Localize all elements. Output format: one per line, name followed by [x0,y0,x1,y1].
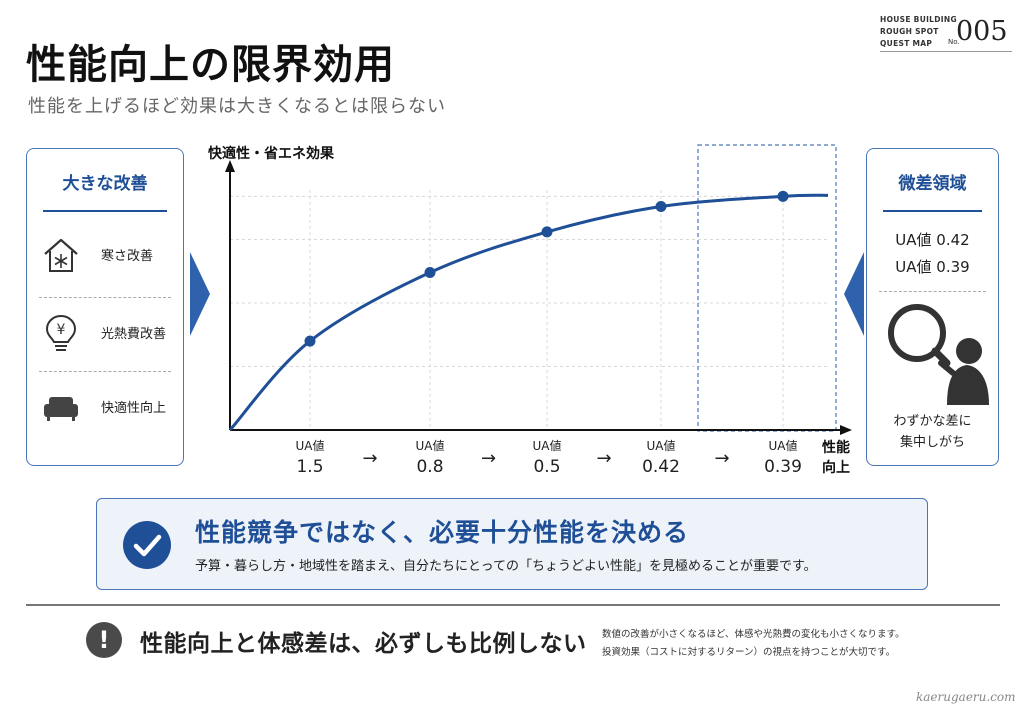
badge-line: ROUGH SPOT [880,27,939,36]
check-icon [123,521,171,569]
caption-line: わずかな差に [893,414,972,429]
x-tick-labels: UA値 1.5 → UA値 0.8 → UA値 0.5 → UA値 0.42 → UA値 0.39 [296,438,802,477]
divider [879,291,986,292]
right-arrow-icon: → [714,448,729,469]
divider [39,297,171,298]
caption-line: 集中しがち [899,435,965,450]
ua-value: UA値 0.42 [895,231,970,249]
divider [39,371,171,372]
data-point [655,200,667,212]
data-point [541,226,553,238]
conclusion-heading: 性能競争ではなく、必要十分性能を決める [195,518,690,547]
tick-prefix: UA値 [296,438,325,453]
big-improvement-panel: 大きな改善 寒さ改善 ¥ 光熱費改善 [26,148,184,466]
magnifier-person-icon [888,304,989,405]
badge-number: 005 [956,16,1008,47]
tick-prefix: UA値 [533,438,562,453]
right-arrow-icon: → [362,448,377,469]
badge-line: QUEST MAP [880,39,933,48]
list-item: 快適性向上 [39,381,175,431]
tick-prefix: UA値 [647,438,676,453]
badge-text: HOUSE BUILDING ROUGH SPOT QUEST MAP [880,14,957,50]
tick-label: 0.8 [416,457,443,477]
page-subtitle: 性能を上げるほど効果は大きくなるとは限らない [28,96,446,117]
panel-heading: 微差領域 [898,174,967,194]
data-point [304,335,316,347]
conclusion-text: 予算・暮らし方・地域性を踏まえ、自分たちにとっての「ちょうどよい性能」を見極める… [195,559,817,574]
x-axis-label: 性能向上 [822,439,850,476]
series-badge: HOUSE BUILDING ROUGH SPOT QUEST MAP No. … [880,12,1012,52]
bottom-note: 投資効果（コストに対するリターン）の視点を持つことが大切です。 [602,647,896,658]
list-item: ¥ 光熱費改善 [39,307,175,357]
house-snowflake-icon [44,238,78,272]
right-arrow-icon: → [481,448,496,469]
data-points [304,190,789,347]
list-item-label: 快適性向上 [101,401,167,416]
list-item-label: 寒さ改善 [101,249,154,264]
bottom-heading: 性能向上と体感差は、必ずしも比例しない [140,631,587,657]
svg-text:¥: ¥ [57,322,66,338]
y-axis-arrow-icon [225,160,235,172]
pointer-left-icon [844,252,864,336]
marginal-diff-panel: 微差領域 UA値 0.42 UA値 0.39 わずかな差に 集中しがち [866,148,999,466]
tick-prefix: UA値 [416,438,445,453]
exclamation-icon: ! [86,622,122,658]
chart-grid [230,190,830,430]
panel-caption: わずかな差に 集中しがち [867,411,998,453]
ua-value: UA値 0.39 [895,258,970,276]
badge-line: HOUSE BUILDING [880,15,957,24]
x-axis-arrow-icon [840,425,852,435]
series-line [228,193,829,432]
y-axis-label: 快適性・省エネ効果 [208,145,335,162]
tick-label: 0.5 [533,457,560,477]
divider [26,604,1000,606]
tick-label: 0.42 [642,457,680,477]
list-item: 寒さ改善 [39,229,175,279]
panel-divider [883,210,982,212]
list-item-label: 光熱費改善 [101,327,167,342]
badge-number-prefix: No. [948,38,960,46]
conclusion-box: 性能競争ではなく、必要十分性能を決める 予算・暮らし方・地域性を踏まえ、自分たち… [96,498,928,590]
tick-label: 1.5 [296,457,323,477]
sofa-icon [44,397,78,421]
panel-heading: 大きな改善 [62,174,148,194]
lightbulb-yen-icon: ¥ [45,314,77,351]
utility-chart: UA値 1.5 → UA値 0.8 → UA値 0.5 → UA値 0.42 → UA値 0.39 快適性… [208,144,852,477]
pointer-right-icon [190,252,210,336]
tick-label: 0.39 [764,457,802,477]
data-point [777,190,789,202]
bottom-note: 数値の改善が小さくなるほど、体感や光熱費の変化も小さくなります。 [602,629,905,640]
panel-divider [43,210,167,212]
highlight-region [697,144,837,432]
watermark: kaerugaeru.com [916,690,1016,704]
page-title: 性能向上の限界効用 [26,42,395,88]
right-arrow-icon: → [596,448,611,469]
tick-prefix: UA値 [769,438,798,453]
data-point [424,267,436,279]
